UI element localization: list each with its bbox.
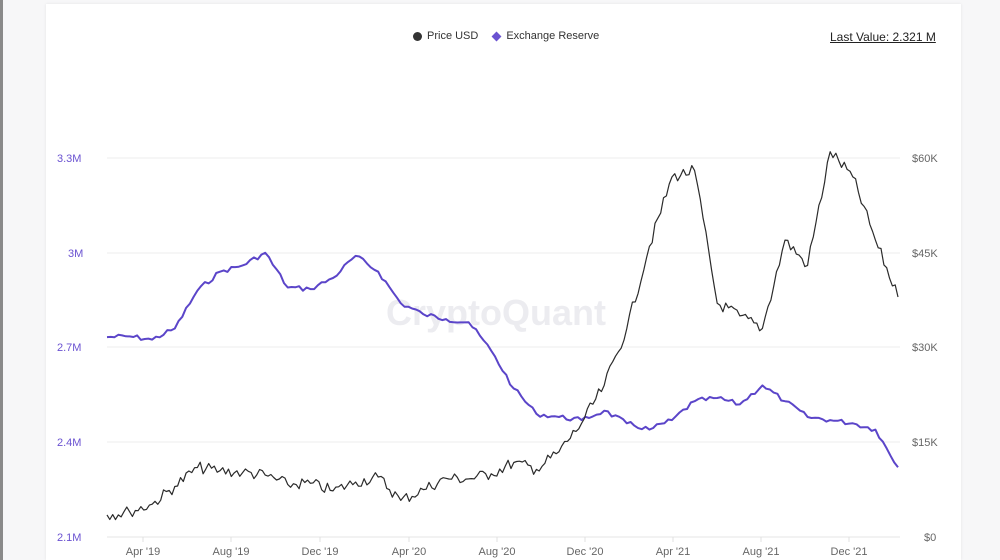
x-tick: Aug '19: [213, 546, 250, 558]
x-tick: Dec '21: [831, 546, 868, 558]
y-right-tick: $0: [924, 532, 936, 544]
x-axis-tick-marks: [142, 537, 850, 542]
watermark: CryptoQuant: [386, 292, 606, 333]
legend-label-reserve: Exchange Reserve: [506, 30, 600, 42]
last-value-link[interactable]: Last Value: 2.321 M: [830, 30, 936, 44]
x-tick: Apr '20: [392, 546, 427, 558]
x-tick: Dec '20: [567, 546, 604, 558]
x-tick: Aug '20: [479, 546, 516, 558]
exchange-reserve-line: [106, 251, 899, 468]
y-left-tick: 2.1M: [57, 532, 81, 544]
x-tick: Apr '19: [126, 546, 161, 558]
y-left-tick: 2.7M: [57, 342, 81, 354]
legend-item-price[interactable]: Price USD: [413, 30, 478, 42]
x-tick: Dec '19: [302, 546, 339, 558]
y-left-tick: 2.4M: [57, 437, 81, 449]
y-axis-right: $0 $15K $30K $45K $60K: [912, 153, 938, 544]
legend-item-reserve[interactable]: Exchange Reserve: [491, 30, 600, 42]
circle-marker-icon: [413, 31, 422, 41]
legend-label-price: Price USD: [427, 30, 479, 42]
y-left-tick: 3M: [68, 248, 83, 260]
window-edge: [0, 0, 3, 560]
x-tick: Apr '21: [656, 546, 691, 558]
y-right-tick: $45K: [912, 248, 938, 260]
x-axis: Apr '19 Aug '19 Dec '19 Apr '20 Aug '20 …: [126, 546, 868, 558]
gridlines: [107, 157, 900, 538]
price-usd-line: [106, 151, 899, 521]
x-tick: Aug '21: [743, 546, 780, 558]
chart-legend: Price USD Exchange Reserve: [413, 30, 599, 42]
y-right-tick: $60K: [912, 153, 938, 165]
y-axis-left: 2.1M 2.4M 2.7M 3M 3.3M: [57, 153, 83, 544]
y-right-tick: $30K: [912, 342, 938, 354]
chart-card: [46, 4, 961, 560]
y-right-tick: $15K: [912, 437, 938, 449]
y-left-tick: 3.3M: [57, 153, 81, 165]
